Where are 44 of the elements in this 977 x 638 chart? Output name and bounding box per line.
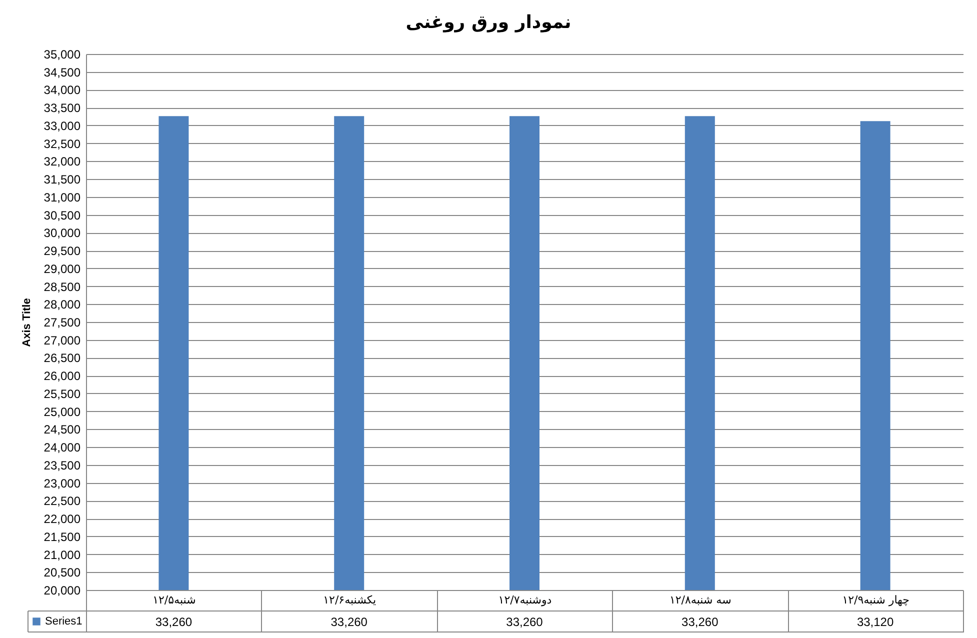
y-tick-label: 23,500 xyxy=(44,458,81,472)
x-tick-label: چهار شنبه۱۲/۹ xyxy=(842,594,910,606)
y-tick-label: 21,500 xyxy=(44,530,81,544)
y-tick-label: 22,000 xyxy=(44,512,81,526)
y-tick-label: 33,500 xyxy=(44,101,81,116)
legend-label: Series1 xyxy=(45,616,82,628)
y-tick-label: 25,000 xyxy=(44,404,81,419)
data-label: 33,260 xyxy=(682,615,719,629)
y-tick-label: 32,500 xyxy=(44,136,81,151)
y-tick-label: 23,000 xyxy=(44,476,81,490)
x-tick-label: یکشنبه۱۲/۶ xyxy=(323,594,376,606)
y-tick-label: 25,500 xyxy=(44,386,81,401)
x-tick-label: دوشنبه۱۲/۷ xyxy=(498,594,552,606)
y-tick-label: 28,500 xyxy=(44,280,81,294)
y-tick-label: 31,500 xyxy=(44,172,81,187)
data-label: 33,260 xyxy=(506,615,544,629)
y-tick-label: 31,000 xyxy=(44,190,81,204)
y-tick-label: 34,000 xyxy=(44,83,81,98)
data-label: 33,260 xyxy=(155,615,192,629)
y-tick-label: 34,500 xyxy=(44,65,81,80)
y-tick-label: 32,000 xyxy=(44,154,81,169)
data-label: 33,120 xyxy=(856,615,894,629)
y-tick-label: 26,000 xyxy=(44,369,81,384)
y-axis-title: Axis Title xyxy=(20,298,33,347)
y-tick-label: 29,000 xyxy=(44,262,81,276)
y-tick-label: 24,500 xyxy=(44,422,81,437)
y-tick-label: 29,500 xyxy=(44,244,81,258)
y-tick-label: 22,500 xyxy=(44,494,81,508)
x-tick-label: شنبه۱۲/۵ xyxy=(152,594,196,606)
data-label: 33,260 xyxy=(330,615,368,629)
y-tick-label: 33,000 xyxy=(44,118,81,133)
x-tick-label: سه شنبه۱۲/۸ xyxy=(669,594,732,606)
y-tick-label: 20,000 xyxy=(44,584,81,598)
y-tick-label: 21,000 xyxy=(44,548,81,562)
y-tick-label: 28,000 xyxy=(44,298,81,312)
y-tick-label: 35,000 xyxy=(44,48,81,62)
y-tick-label: 30,500 xyxy=(44,208,81,222)
y-tick-label: 27,000 xyxy=(44,333,81,348)
chart-title: نمودار ورق روغنی xyxy=(406,12,572,33)
y-tick-label: 27,500 xyxy=(44,316,81,330)
y-tick-label: 24,000 xyxy=(44,440,81,455)
y-tick-label: 20,500 xyxy=(44,566,81,580)
y-tick-label: 26,500 xyxy=(44,351,81,366)
y-tick-label: 30,000 xyxy=(44,226,81,240)
